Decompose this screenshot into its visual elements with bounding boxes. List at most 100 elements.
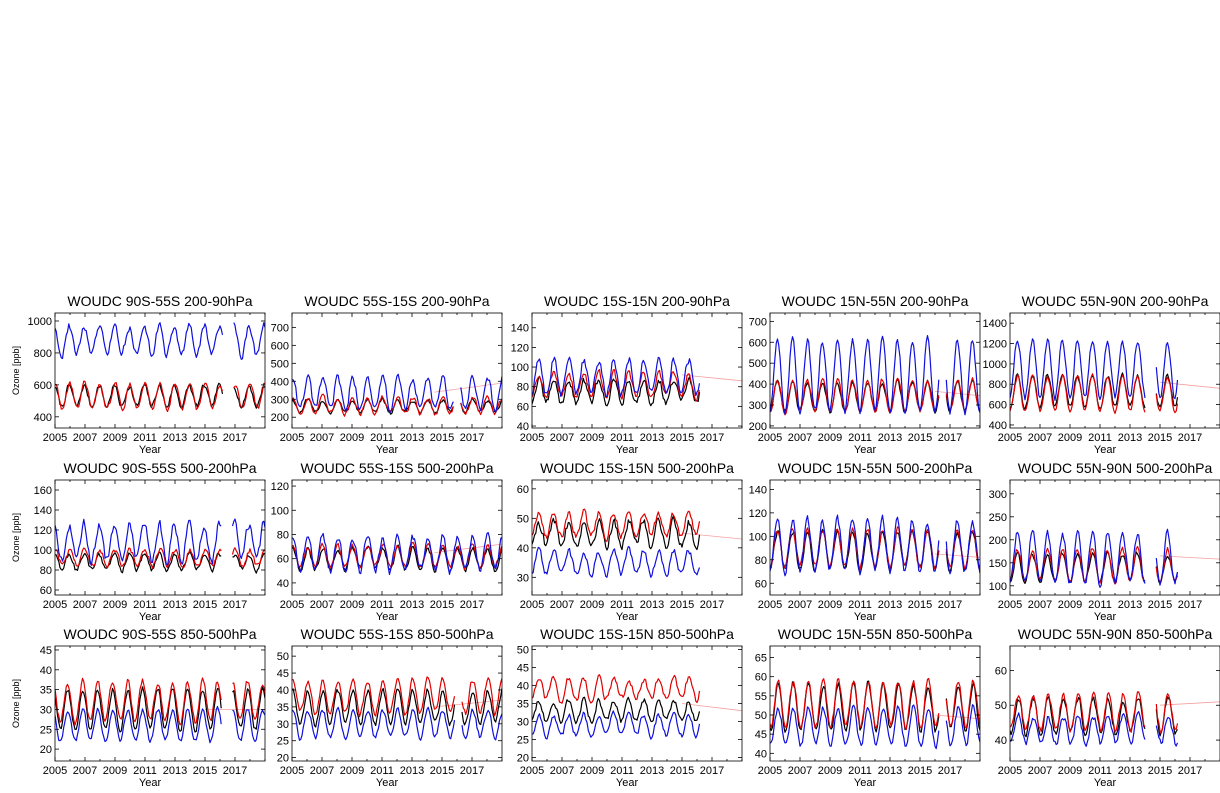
y-tick-label: 250 bbox=[989, 512, 1007, 524]
x-tick-label: 2013 bbox=[163, 432, 187, 444]
series-line bbox=[532, 356, 701, 398]
x-tick-label: 2011 bbox=[370, 432, 394, 444]
x-axis-label: Year bbox=[1094, 777, 1117, 789]
x-axis-label: Year bbox=[1094, 444, 1117, 456]
x-axis-label: Year bbox=[616, 611, 639, 623]
x-axis-label: Year bbox=[376, 611, 399, 623]
plot-frame bbox=[1009, 312, 1220, 429]
x-axis-label: Year bbox=[854, 444, 877, 456]
x-tick-label: 2015 bbox=[193, 599, 217, 611]
series-line bbox=[55, 518, 222, 567]
x-tick-label: 2007 bbox=[310, 599, 334, 611]
y-tick-label: 60 bbox=[517, 401, 529, 413]
series-line bbox=[460, 395, 502, 416]
y-tick-label: 400 bbox=[749, 379, 767, 391]
panel-title: WOUDC 15N-55N 850-500hPa bbox=[778, 626, 973, 642]
panel-title: WOUDC 15S-15N 850-500hPa bbox=[540, 626, 734, 642]
series-line bbox=[55, 677, 222, 726]
x-tick-label: 2013 bbox=[640, 765, 664, 777]
x-tick-label: 2011 bbox=[370, 765, 394, 777]
y-tick-label: 20 bbox=[40, 744, 52, 756]
x-tick-label: 2009 bbox=[340, 432, 364, 444]
series-line bbox=[1155, 693, 1179, 734]
series-line bbox=[945, 704, 980, 747]
series-line bbox=[461, 677, 502, 717]
y-tick-label: 100 bbox=[34, 545, 52, 557]
x-tick-label: 2015 bbox=[908, 765, 932, 777]
series-line bbox=[770, 335, 940, 415]
y-tick-label: 40 bbox=[517, 681, 529, 693]
y-tick-label: 300 bbox=[989, 489, 1007, 501]
x-tick-label: 2011 bbox=[133, 432, 157, 444]
y-tick-label: 50 bbox=[277, 651, 289, 663]
y-axis-label: Ozone [ppb] bbox=[11, 679, 21, 728]
x-axis-label: Year bbox=[376, 444, 399, 456]
y-tick-label: 25 bbox=[517, 734, 529, 746]
x-tick-label: 2009 bbox=[580, 765, 604, 777]
y-tick-label: 300 bbox=[749, 400, 767, 412]
trend-line bbox=[934, 714, 980, 720]
panel-title: WOUDC 55N-90N 500-200hPa bbox=[1018, 460, 1213, 476]
series-line bbox=[532, 375, 701, 407]
x-axis-label: Year bbox=[139, 611, 162, 623]
panel-title: WOUDC 55N-90N 850-500hPa bbox=[1018, 626, 1213, 642]
x-axis-label: Year bbox=[139, 444, 162, 456]
x-tick-label: 2011 bbox=[370, 599, 394, 611]
y-tick-label: 55 bbox=[755, 691, 767, 703]
series-line bbox=[1155, 373, 1179, 408]
y-tick-label: 25 bbox=[40, 724, 52, 736]
x-tick-label: 2009 bbox=[340, 599, 364, 611]
y-tick-label: 60 bbox=[517, 484, 529, 496]
x-tick-label: 2007 bbox=[1028, 765, 1052, 777]
y-tick-label: 1000 bbox=[28, 316, 52, 328]
y-tick-label: 40 bbox=[517, 421, 529, 433]
series-line bbox=[461, 688, 502, 726]
panel-title: WOUDC 90S-55S 500-200hPa bbox=[64, 460, 257, 476]
y-tick-label: 20 bbox=[277, 753, 289, 765]
x-tick-label: 2007 bbox=[788, 599, 812, 611]
y-tick-label: 50 bbox=[755, 710, 767, 722]
x-tick-label: 2005 bbox=[998, 765, 1022, 777]
panel-2-5: WOUDC 55N-90N 500-200hPa 100 150 200 250 300 2… bbox=[989, 460, 1220, 623]
y-tick-label: 20 bbox=[517, 752, 529, 764]
x-tick-label: 2013 bbox=[640, 599, 664, 611]
x-tick-label: 2017 bbox=[700, 432, 724, 444]
x-tick-label: 2017 bbox=[460, 765, 484, 777]
x-tick-label: 2005 bbox=[43, 765, 67, 777]
x-tick-label: 2007 bbox=[1028, 432, 1052, 444]
x-tick-label: 2017 bbox=[938, 765, 962, 777]
y-tick-label: 80 bbox=[517, 382, 529, 394]
x-tick-label: 2007 bbox=[310, 432, 334, 444]
y-tick-label: 700 bbox=[271, 322, 289, 334]
trend-line bbox=[434, 382, 502, 393]
y-tick-label: 500 bbox=[749, 358, 767, 370]
x-tick-label: 2015 bbox=[908, 599, 932, 611]
series-line bbox=[1010, 545, 1146, 585]
x-tick-label: 2005 bbox=[758, 765, 782, 777]
y-tick-label: 200 bbox=[749, 421, 767, 433]
x-tick-label: 2011 bbox=[848, 765, 872, 777]
x-tick-label: 2017 bbox=[938, 432, 962, 444]
panel-2-4: WOUDC 15N-55N 500-200hPa 60 80 100 120 140 200… bbox=[749, 460, 981, 623]
panel-3-1: WOUDC 90S-55S 850-500hPa 20 25 30 35 40 45 2005… bbox=[11, 626, 266, 789]
y-tick-label: 120 bbox=[749, 508, 767, 520]
y-tick-label: 25 bbox=[277, 736, 289, 748]
y-tick-label: 600 bbox=[749, 337, 767, 349]
series-line bbox=[231, 547, 265, 568]
panel-title: WOUDC 15N-55N 200-90hPa bbox=[782, 293, 969, 309]
x-tick-label: 2005 bbox=[520, 432, 544, 444]
y-tick-label: 35 bbox=[277, 702, 289, 714]
series-line bbox=[292, 706, 456, 741]
x-tick-label: 2009 bbox=[103, 599, 127, 611]
series-line bbox=[55, 380, 224, 413]
y-tick-label: 600 bbox=[989, 400, 1007, 412]
y-tick-label: 500 bbox=[271, 358, 289, 370]
series-line bbox=[945, 339, 980, 416]
x-tick-label: 2017 bbox=[460, 432, 484, 444]
y-tick-label: 100 bbox=[749, 531, 767, 543]
x-tick-label: 2007 bbox=[1028, 599, 1052, 611]
x-tick-label: 2013 bbox=[163, 765, 187, 777]
series-line bbox=[1010, 550, 1146, 585]
series-line bbox=[532, 508, 701, 542]
x-tick-label: 2005 bbox=[998, 432, 1022, 444]
